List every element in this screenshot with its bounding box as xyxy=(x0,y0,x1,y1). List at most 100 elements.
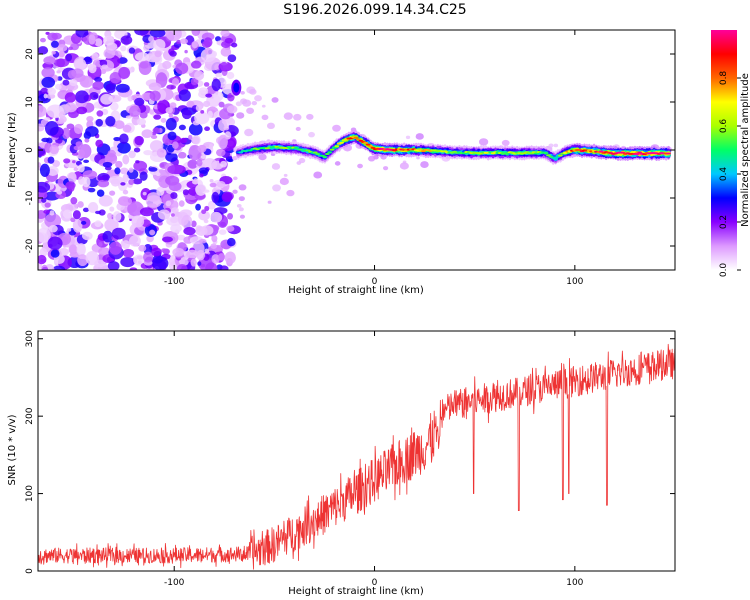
noise-blob xyxy=(80,220,87,225)
colorbar-ticks: 0.0 0.2 0.4 0.6 0.8 xyxy=(719,71,741,277)
noise-blob xyxy=(210,211,223,223)
noise-blob xyxy=(209,178,214,183)
noise-blob xyxy=(357,163,363,169)
noise-blob xyxy=(44,213,62,229)
figure-title: S196.2026.099.14.34.C25 xyxy=(283,2,467,18)
noise-blob xyxy=(56,44,68,52)
noise-blob xyxy=(70,217,76,223)
noise-blob xyxy=(221,192,233,203)
noise-blob xyxy=(251,100,258,106)
noise-blob xyxy=(220,160,228,168)
colorbar-tick-label: 0.4 xyxy=(719,167,729,182)
noise-blob xyxy=(115,83,130,93)
snr-panel: -100 0 100 0 100 200 300 Height of straight l… xyxy=(7,330,676,597)
noise-blob xyxy=(133,160,148,172)
noise-blob xyxy=(76,106,88,115)
noise-blob xyxy=(108,175,124,185)
ridge-cell xyxy=(327,151,333,154)
noise-blob xyxy=(553,143,559,148)
noise-blob xyxy=(190,77,199,86)
noise-blob xyxy=(149,90,161,102)
noise-blob xyxy=(332,124,341,132)
noise-blob xyxy=(271,163,281,170)
noise-blob xyxy=(210,243,217,249)
noise-blob xyxy=(156,186,165,196)
noise-blob xyxy=(73,58,87,71)
noise-blob xyxy=(122,154,130,165)
noise-blob xyxy=(211,254,220,264)
noise-blob xyxy=(194,111,210,125)
noise-blob xyxy=(162,60,172,70)
snr-series-line xyxy=(38,343,675,570)
y-tick-label: -20 xyxy=(25,238,35,253)
snr-background xyxy=(38,331,675,571)
noise-blob xyxy=(416,156,420,160)
noise-blob xyxy=(50,249,60,258)
noise-blob xyxy=(83,159,90,163)
noise-blob xyxy=(383,166,389,171)
noise-blob xyxy=(204,205,210,212)
noise-blob xyxy=(160,117,167,123)
ridge-cell xyxy=(238,151,244,154)
noise-blob xyxy=(181,109,192,120)
noise-blob xyxy=(203,100,211,108)
colorbar-tick-label: 0.2 xyxy=(719,215,729,229)
noise-blob xyxy=(249,88,257,95)
ridge-cell xyxy=(356,138,361,141)
ridge-cell xyxy=(322,156,328,159)
y-tick-label: 300 xyxy=(25,330,35,347)
noise-blob xyxy=(239,214,245,219)
noise-blob xyxy=(133,147,141,153)
noise-blob xyxy=(40,37,46,43)
noise-blob xyxy=(184,49,188,54)
noise-blob xyxy=(196,159,203,167)
noise-blob xyxy=(85,126,99,137)
noise-blob xyxy=(198,87,209,94)
noise-blob xyxy=(548,143,554,148)
x-tick-label: -100 xyxy=(164,277,185,287)
noise-blob xyxy=(218,119,228,132)
noise-blob xyxy=(334,161,341,166)
noise-blob xyxy=(136,118,147,126)
noise-blob xyxy=(220,30,230,37)
noise-blob xyxy=(73,167,79,172)
noise-blob xyxy=(65,181,76,190)
noise-blob xyxy=(238,184,247,191)
noise-blob xyxy=(169,102,177,109)
x-tick-label: 100 xyxy=(566,578,583,588)
noise-blob xyxy=(58,50,66,58)
noise-blob xyxy=(58,111,66,119)
noise-blob xyxy=(44,121,59,136)
noise-blob xyxy=(233,176,238,181)
noise-blob xyxy=(209,182,217,188)
noise-blob xyxy=(178,256,189,266)
noise-blob xyxy=(119,133,129,144)
noise-blob xyxy=(113,136,121,142)
noise-blob xyxy=(70,196,78,205)
noise-blob xyxy=(283,112,293,120)
noise-blob xyxy=(57,76,63,81)
noise-blob xyxy=(41,76,56,88)
noise-blob xyxy=(98,242,103,248)
noise-blob xyxy=(168,181,182,192)
noise-blob xyxy=(258,153,267,161)
noise-blob xyxy=(102,161,113,168)
noise-blob xyxy=(165,200,172,207)
noise-blob xyxy=(107,149,116,158)
noise-blob xyxy=(68,46,74,51)
noise-blob xyxy=(213,91,224,102)
noise-blob xyxy=(204,47,213,55)
ridge-cell xyxy=(334,145,340,148)
noise-blob xyxy=(65,53,73,62)
noise-blob xyxy=(224,251,236,265)
noise-blob xyxy=(38,227,51,243)
spectrogram-x-ticks: -100 0 100 xyxy=(164,30,584,287)
noise-blob xyxy=(145,195,162,208)
noise-blob xyxy=(207,200,216,210)
snr-y-ticks: 0 100 200 300 xyxy=(25,330,675,574)
noise-blob xyxy=(47,32,58,41)
noise-blob xyxy=(161,236,173,243)
noise-blob xyxy=(128,47,136,54)
noise-blob xyxy=(98,195,113,207)
noise-blob xyxy=(100,93,114,105)
